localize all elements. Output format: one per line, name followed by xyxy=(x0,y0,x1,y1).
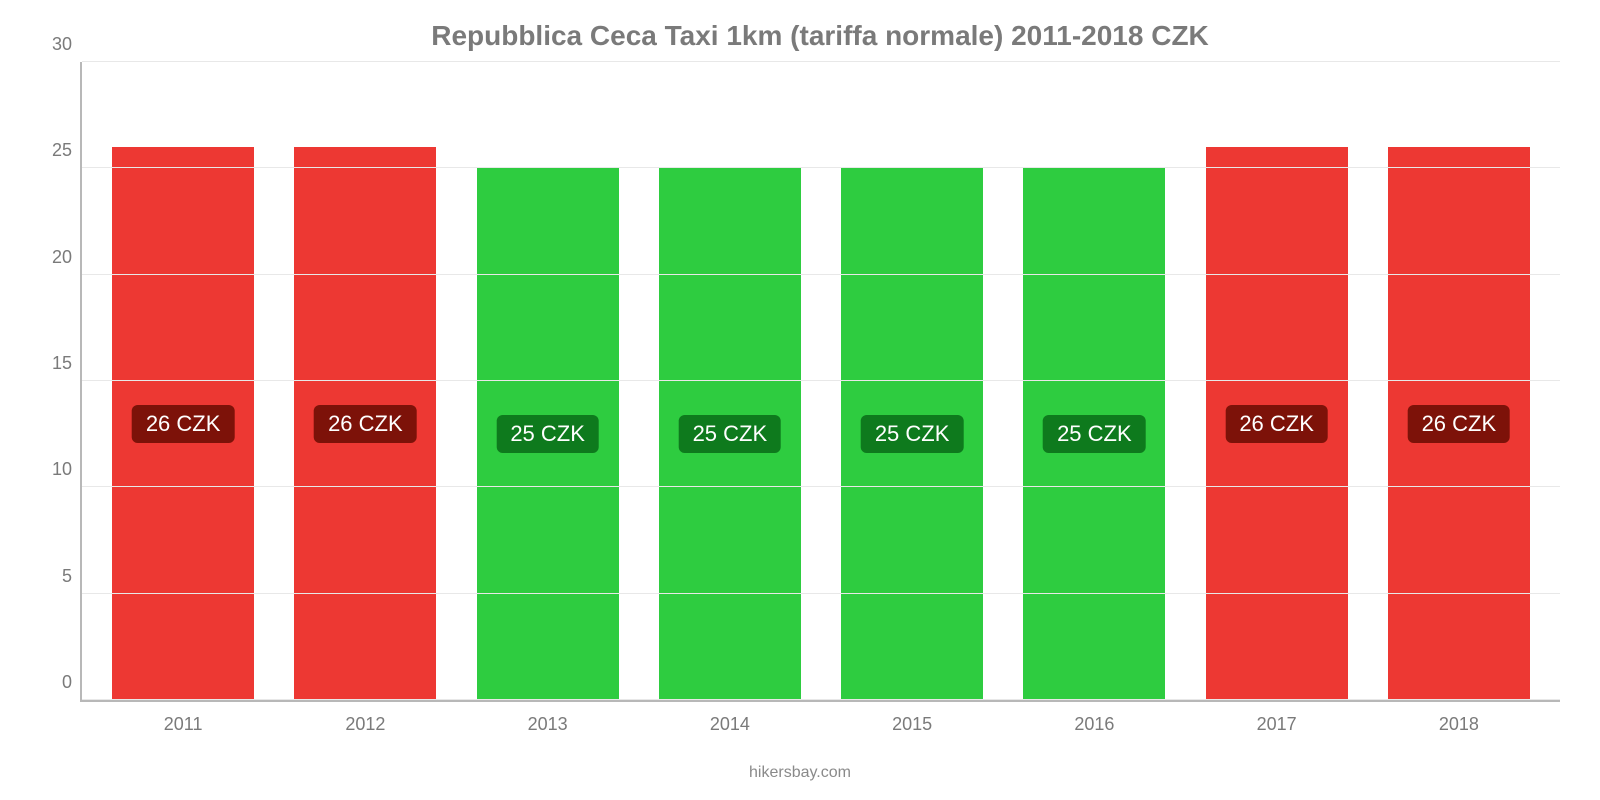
gridline xyxy=(82,380,1560,381)
bar-slot: 25 CZK2016 xyxy=(1003,62,1185,700)
x-tick-label: 2017 xyxy=(1257,714,1297,735)
bar: 26 CZK xyxy=(1388,147,1530,700)
bar-slot: 25 CZK2015 xyxy=(821,62,1003,700)
y-tick-label: 25 xyxy=(32,141,72,159)
y-tick-label: 10 xyxy=(32,460,72,478)
bar-value-label: 26 CZK xyxy=(1408,405,1511,443)
y-tick-label: 0 xyxy=(32,673,72,691)
y-tick-label: 15 xyxy=(32,354,72,372)
gridline xyxy=(82,486,1560,487)
bar: 25 CZK xyxy=(477,168,619,700)
bar-slot: 25 CZK2014 xyxy=(639,62,821,700)
x-tick-label: 2011 xyxy=(164,714,203,735)
chart-title: Repubblica Ceca Taxi 1km (tariffa normal… xyxy=(80,20,1560,52)
x-tick-label: 2016 xyxy=(1074,714,1114,735)
bar-value-label: 25 CZK xyxy=(1043,415,1146,453)
gridline xyxy=(82,61,1560,62)
bar: 26 CZK xyxy=(1206,147,1348,700)
x-tick-label: 2018 xyxy=(1439,714,1479,735)
chart-footer: hikersbay.com xyxy=(0,764,1600,782)
y-tick-label: 20 xyxy=(32,248,72,266)
bar-value-label: 25 CZK xyxy=(679,415,782,453)
gridline xyxy=(82,167,1560,168)
plot-area: 26 CZK201126 CZK201225 CZK201325 CZK2014… xyxy=(80,62,1560,702)
x-tick-label: 2014 xyxy=(710,714,750,735)
bar-value-label: 26 CZK xyxy=(1225,405,1328,443)
gridline xyxy=(82,699,1560,700)
x-tick-label: 2015 xyxy=(892,714,932,735)
x-tick-label: 2012 xyxy=(345,714,385,735)
gridline xyxy=(82,274,1560,275)
bar-value-label: 26 CZK xyxy=(314,405,417,443)
bar-slot: 26 CZK2018 xyxy=(1368,62,1550,700)
bar-value-label: 25 CZK xyxy=(496,415,599,453)
bar-value-label: 26 CZK xyxy=(132,405,235,443)
y-tick-label: 30 xyxy=(32,35,72,53)
bar: 25 CZK xyxy=(1023,168,1165,700)
bar-value-label: 25 CZK xyxy=(861,415,964,453)
bar-slot: 25 CZK2013 xyxy=(457,62,639,700)
bar: 25 CZK xyxy=(841,168,983,700)
bar-slot: 26 CZK2017 xyxy=(1186,62,1368,700)
bars-container: 26 CZK201126 CZK201225 CZK201325 CZK2014… xyxy=(82,62,1560,700)
bar: 26 CZK xyxy=(112,147,254,700)
gridline xyxy=(82,593,1560,594)
bar: 26 CZK xyxy=(294,147,436,700)
bar-slot: 26 CZK2011 xyxy=(92,62,274,700)
chart-container: Repubblica Ceca Taxi 1km (tariffa normal… xyxy=(0,0,1600,800)
y-tick-label: 5 xyxy=(32,567,72,585)
x-tick-label: 2013 xyxy=(528,714,568,735)
bar: 25 CZK xyxy=(659,168,801,700)
bar-slot: 26 CZK2012 xyxy=(274,62,456,700)
